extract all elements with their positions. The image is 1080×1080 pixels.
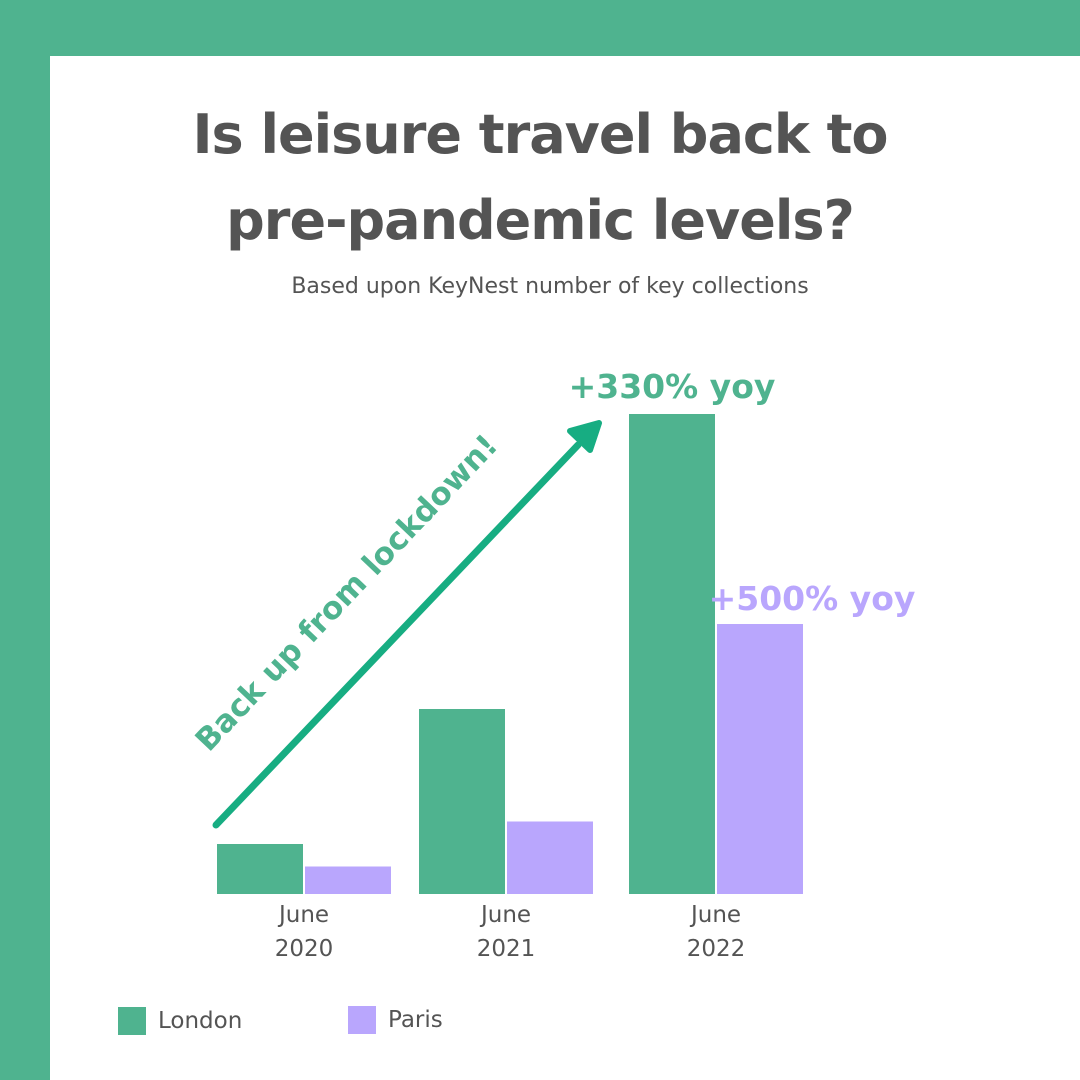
arrow-line xyxy=(212,441,582,829)
legend-label-london: London xyxy=(158,1008,243,1034)
x-tick-label-0-1: 2020 xyxy=(275,936,334,962)
arrow-label: Back up from lockdown! xyxy=(189,428,505,759)
x-tick-label-1-1: 2021 xyxy=(477,936,536,962)
bar-london-0 xyxy=(217,844,303,894)
bar-paris-1 xyxy=(507,821,593,894)
content-panel xyxy=(50,56,1080,1080)
x-tick-label-0-0: June xyxy=(277,902,329,928)
annotation-london-2022: +330% yoy xyxy=(569,367,776,406)
x-tick-label-2-0: June xyxy=(689,902,741,928)
legend-label-paris: Paris xyxy=(388,1007,443,1033)
x-tick-label-2-1: 2022 xyxy=(687,936,746,962)
legend-swatch-paris xyxy=(348,1006,376,1034)
bar-paris-2 xyxy=(717,624,803,894)
legend-item-london: London xyxy=(118,1007,242,1035)
title-line-2: pre-pandemic levels? xyxy=(226,189,855,252)
x-tick-label-1-0: June xyxy=(479,902,531,928)
arrow-head xyxy=(567,420,602,453)
chart-title: Is leisure travel back to pre-pandemic l… xyxy=(0,92,1080,264)
bar-paris-0 xyxy=(305,866,391,894)
chart-subtitle: Based upon KeyNest number of key collect… xyxy=(291,274,809,299)
annotation-paris-2022: +500% yoy xyxy=(709,579,916,618)
bar-london-2 xyxy=(629,414,715,894)
legend-swatch-london xyxy=(118,1007,146,1035)
legend-item-paris: Paris xyxy=(348,1006,443,1034)
bar-london-1 xyxy=(419,709,505,894)
title-line-1: Is leisure travel back to xyxy=(192,103,888,166)
